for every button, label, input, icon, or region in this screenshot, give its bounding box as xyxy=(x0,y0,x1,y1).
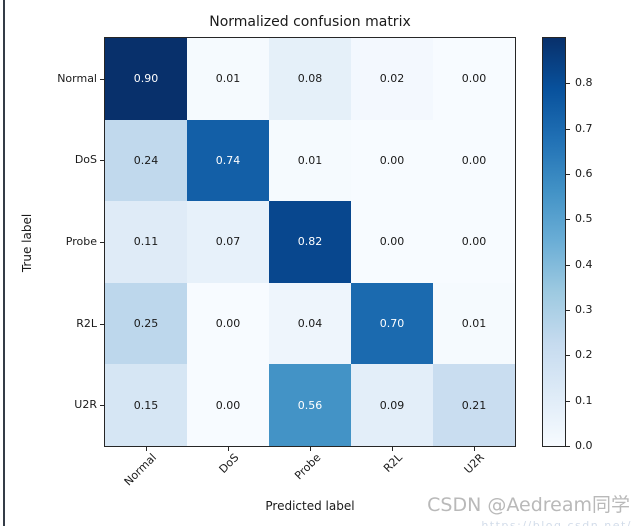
colorbar-tick-label: 0.5 xyxy=(575,212,593,226)
matrix-cell: 0.01 xyxy=(187,38,269,120)
x-tick-label: Normal xyxy=(121,451,160,489)
colorbar-tick-mark xyxy=(566,310,570,311)
window-edge-line xyxy=(3,0,5,526)
x-axis-label: Predicted label xyxy=(265,499,355,513)
chart-title: Normalized confusion matrix xyxy=(209,14,411,30)
colorbar-tick-mark xyxy=(566,174,570,175)
colorbar-tick-label: 0.7 xyxy=(575,121,593,135)
matrix-cell: 0.01 xyxy=(269,119,351,202)
x-tick-label: R2L xyxy=(381,451,406,475)
matrix-cell: 0.00 xyxy=(351,119,433,202)
matrix-cell: 0.21 xyxy=(433,364,515,446)
colorbar-tick-label: 0.3 xyxy=(575,303,593,316)
x-tick-label: Probe xyxy=(291,451,324,483)
matrix-cell: 0.24 xyxy=(105,119,187,202)
colorbar-tick-label: 0.1 xyxy=(575,393,593,407)
tick-mark xyxy=(100,323,104,325)
tick-mark xyxy=(100,242,104,243)
matrix-cell: 0.09 xyxy=(351,364,433,446)
matrix-cell: 0.00 xyxy=(351,201,433,283)
matrix-cell: 0.00 xyxy=(433,119,515,202)
colorbar-tick-mark xyxy=(566,446,570,447)
matrix-cell: 0.01 xyxy=(433,282,515,365)
matrix-cell: 0.25 xyxy=(105,282,187,365)
matrix-cell: 0.74 xyxy=(187,119,269,202)
colorbar-tick-label: 0.8 xyxy=(575,76,593,90)
colorbar-tick-mark xyxy=(566,219,570,221)
matrix-cell: 0.04 xyxy=(269,282,351,365)
tick-mark xyxy=(100,405,104,407)
tick-mark xyxy=(392,447,393,451)
matrix-cell: 0.56 xyxy=(269,364,351,446)
tick-mark xyxy=(146,447,147,451)
colorbar-tick-mark xyxy=(566,83,570,85)
y-tick-label: Normal xyxy=(57,71,97,85)
matrix-cell: 0.11 xyxy=(105,201,187,283)
y-tick-label: DoS xyxy=(74,153,97,167)
matrix-cell: 0.00 xyxy=(433,38,515,120)
colorbar-tick-mark xyxy=(566,128,570,130)
y-tick-label: Probe xyxy=(65,235,97,248)
colorbar-tick-label: 0.2 xyxy=(575,348,593,362)
colorbar-tick-label: 0.6 xyxy=(575,167,593,180)
matrix-cell: 0.08 xyxy=(269,38,351,120)
heatmap-grid: 0.90 0.01 0.08 0.02 0.00 0.24 0.74 0.01 0.00 0.00… xyxy=(104,37,516,447)
matrix-cell: 0.07 xyxy=(187,201,269,283)
tick-mark xyxy=(100,78,104,80)
colorbar-tick-mark xyxy=(566,264,570,266)
colorbar-tick-mark xyxy=(566,355,570,357)
matrix-cell: 0.15 xyxy=(105,364,187,446)
x-tick-label: DoS xyxy=(216,451,242,476)
tick-mark xyxy=(228,447,229,451)
y-tick-label: U2R xyxy=(74,398,97,412)
tick-mark xyxy=(310,447,311,451)
matrix-cell: 0.02 xyxy=(351,38,433,120)
colorbar-tick-label: 0.4 xyxy=(575,257,593,271)
matrix-cell: 0.70 xyxy=(351,282,433,365)
matrix-cell: 0.82 xyxy=(269,201,351,283)
matrix-cell: 0.90 xyxy=(105,38,187,120)
matrix-cell: 0.00 xyxy=(433,201,515,283)
colorbar-tick-mark xyxy=(566,400,570,402)
colorbar-tick-label: 0.0 xyxy=(575,439,593,452)
x-tick-label: U2R xyxy=(461,451,488,477)
colorbar xyxy=(542,37,566,447)
csdn-watermark: CSDN @Aedream同学 xyxy=(427,494,630,516)
partial-url-watermark: https://blog.csdn.net/ xyxy=(481,519,632,526)
tick-mark xyxy=(474,447,475,451)
matrix-cell: 0.00 xyxy=(187,282,269,365)
matrix-cell: 0.00 xyxy=(187,364,269,446)
tick-mark xyxy=(100,160,104,162)
y-tick-label: R2L xyxy=(76,316,97,330)
